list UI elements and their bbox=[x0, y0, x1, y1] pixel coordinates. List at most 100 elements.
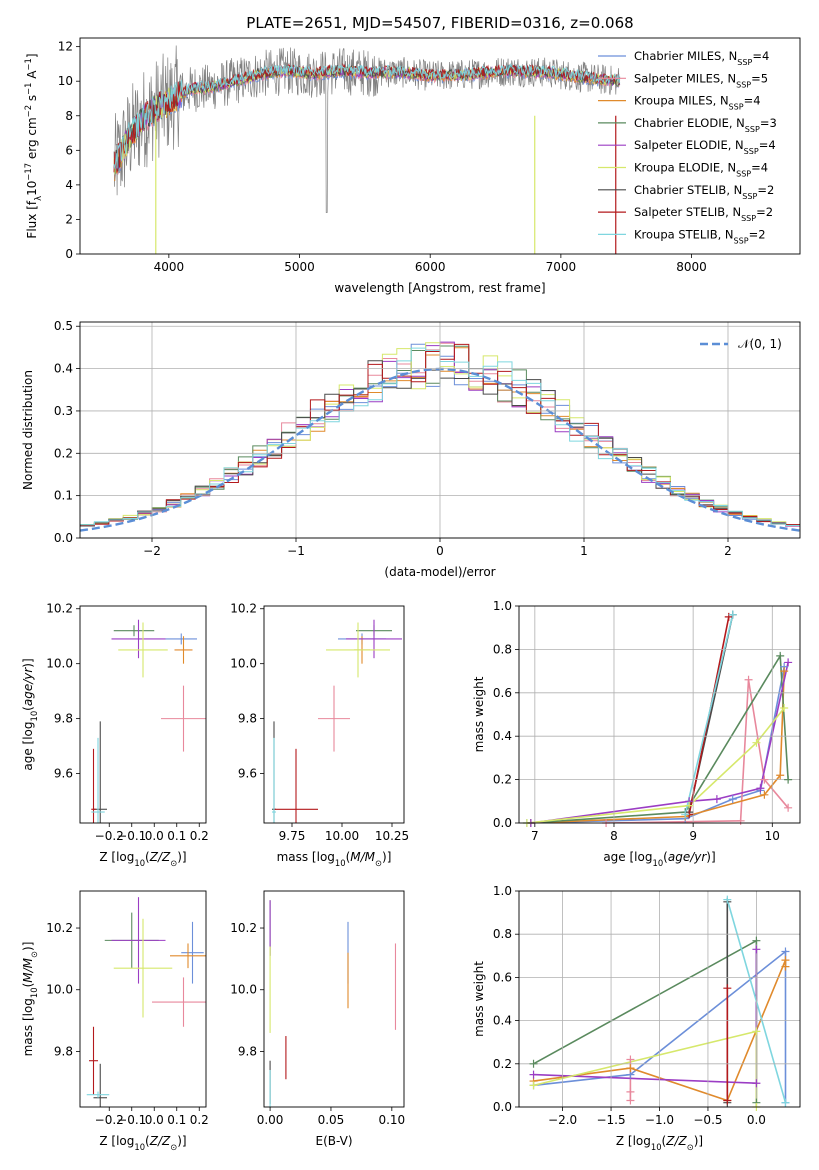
data-point bbox=[736, 816, 745, 825]
y-tick-label: 8 bbox=[65, 109, 73, 123]
data-point bbox=[756, 784, 765, 793]
y-tick-label: 9.6 bbox=[238, 767, 257, 781]
x-tick-label: 0.1 bbox=[167, 829, 186, 843]
y-tick-label: 0.8 bbox=[493, 642, 512, 656]
y-axis-label: Flux [fλ10−17 erg cm−2 s−1 A−1] bbox=[23, 53, 43, 238]
legend-entry: Salpeter STELIB, NSSP=2 bbox=[634, 205, 773, 223]
data-point bbox=[752, 738, 761, 747]
data-point bbox=[776, 651, 785, 660]
x-tick-label: 0.10 bbox=[378, 1113, 405, 1127]
y-tick-label: 0.3 bbox=[54, 404, 73, 418]
y-tick-label: 0.2 bbox=[54, 446, 73, 460]
x-tick-label: −2.0 bbox=[548, 1113, 577, 1127]
x-tick-label: −0.1 bbox=[117, 829, 146, 843]
y-tick-label: 0.6 bbox=[493, 686, 512, 700]
y-tick-label: 0.4 bbox=[54, 362, 73, 376]
y-tick-label: 0.0 bbox=[493, 1100, 512, 1114]
y-tick-label: 0.0 bbox=[493, 816, 512, 830]
x-tick-label: 2 bbox=[724, 544, 732, 558]
data-point bbox=[780, 703, 789, 712]
data-point bbox=[626, 1087, 635, 1096]
data-point bbox=[712, 795, 721, 804]
x-tick-label: 0.0 bbox=[145, 1113, 164, 1127]
x-tick-label: 8 bbox=[610, 829, 618, 843]
y-tick-label: 0.8 bbox=[493, 927, 512, 941]
x-tick-label: 0.05 bbox=[318, 1113, 345, 1127]
x-tick-label: 0 bbox=[436, 544, 444, 558]
data-point bbox=[723, 895, 732, 904]
y-tick-label: 9.8 bbox=[54, 1044, 73, 1058]
y-tick-label: 12 bbox=[58, 40, 73, 54]
panel-spectrum: 4000 5000 6000 7000 8000 0 2 4 6 8 10 12 wavelength … bbox=[23, 14, 801, 295]
y-tick-label: 0.0 bbox=[54, 531, 73, 545]
y-tick-label: 9.8 bbox=[54, 712, 73, 726]
legend-entry: Chabrier STELIB, NSSP=2 bbox=[634, 183, 774, 201]
x-axis-label: E(B-V) bbox=[315, 1134, 352, 1148]
y-tick-label: 10.2 bbox=[230, 921, 257, 935]
x-tick-label: −0.5 bbox=[693, 1113, 722, 1127]
axes-frame bbox=[263, 890, 405, 1108]
plot-area bbox=[86, 897, 206, 1107]
axes-frame bbox=[79, 605, 207, 824]
y-tick-label: 10.0 bbox=[46, 657, 73, 671]
x-tick-label: 5000 bbox=[284, 260, 315, 274]
axes-frame bbox=[518, 605, 801, 824]
data-point bbox=[781, 962, 790, 971]
y-axis-label: Normed distribution bbox=[21, 370, 35, 490]
legend-entry: Kroupa MILES, NSSP=4 bbox=[634, 94, 761, 112]
panel-age-vs-mass: 9.75 10.00 10.25 9.6 9.8 10.0 10.2 mass [log10(… bbox=[230, 602, 409, 868]
plot-area bbox=[526, 614, 789, 823]
y-tick-label: 10.0 bbox=[230, 657, 257, 671]
x-axis-label: Z [log10(Z/Z⊙)] bbox=[99, 1134, 186, 1152]
x-tick-label: 7 bbox=[531, 829, 539, 843]
x-tick-label: −1.0 bbox=[645, 1113, 674, 1127]
series-line-6 bbox=[526, 707, 785, 823]
plot-area bbox=[269, 900, 397, 1107]
y-tick-label: 10.2 bbox=[230, 602, 257, 616]
model-spectrum-8 bbox=[113, 62, 621, 173]
data-point bbox=[529, 1081, 538, 1090]
legend-entry: Kroupa STELIB, NSSP=2 bbox=[634, 227, 766, 245]
y-tick-label: 10.0 bbox=[46, 983, 73, 997]
x-axis-label: Z [log10(Z/Z⊙)] bbox=[99, 850, 186, 868]
y-tick-label: 0.5 bbox=[54, 319, 73, 333]
y-axis-label: age [log10(age/yr)] bbox=[21, 658, 39, 770]
data-point bbox=[681, 810, 690, 819]
y-tick-label: 0.4 bbox=[493, 729, 512, 743]
x-tick-label: −0.2 bbox=[95, 829, 124, 843]
data-point bbox=[752, 936, 761, 945]
data-point bbox=[744, 675, 753, 684]
x-tick-label: −2 bbox=[143, 544, 161, 558]
series-line-9 bbox=[684, 614, 734, 815]
legend-entry: Kroupa ELODIE, NSSP=4 bbox=[634, 161, 768, 179]
series-line-4 bbox=[530, 653, 789, 823]
x-tick-label: −0.1 bbox=[117, 1113, 146, 1127]
plot-area bbox=[272, 619, 402, 823]
y-tick-label: 0 bbox=[65, 247, 73, 261]
panel-weight-vs-Z: −2.0 −1.5 −1.0 −0.5 0.0 0.0 0.2 0.4 0.6 0.8 1.0 Z [… bbox=[472, 884, 801, 1152]
legend-entry: Salpeter ELODIE, NSSP=4 bbox=[634, 138, 776, 156]
model-spectrum-9 bbox=[113, 62, 621, 169]
x-tick-label: 9.75 bbox=[279, 829, 306, 843]
x-tick-label: 0.0 bbox=[747, 1113, 766, 1127]
data-point bbox=[626, 1096, 635, 1105]
y-tick-label: 10 bbox=[58, 74, 73, 88]
y-tick-label: 0.2 bbox=[493, 1057, 512, 1071]
x-tick-label: 8000 bbox=[676, 260, 707, 274]
y-tick-label: 1.0 bbox=[493, 884, 512, 898]
legend-entry: 𝒩(0, 1) bbox=[738, 337, 782, 351]
data-point bbox=[728, 795, 737, 804]
axes-frame bbox=[518, 890, 801, 1108]
x-tick-label: 0.00 bbox=[257, 1113, 284, 1127]
data-point bbox=[752, 945, 761, 954]
x-tick-label: −1.5 bbox=[596, 1113, 625, 1127]
y-tick-label: 1.0 bbox=[493, 599, 512, 613]
y-tick-label: 10.2 bbox=[46, 921, 73, 935]
x-tick-label: 9 bbox=[689, 829, 697, 843]
y-tick-label: 0.2 bbox=[493, 773, 512, 787]
series-line-3 bbox=[530, 671, 785, 823]
data-point bbox=[781, 1098, 790, 1107]
x-axis-label: (data-model)/error bbox=[384, 565, 495, 579]
data-point bbox=[626, 1055, 635, 1064]
